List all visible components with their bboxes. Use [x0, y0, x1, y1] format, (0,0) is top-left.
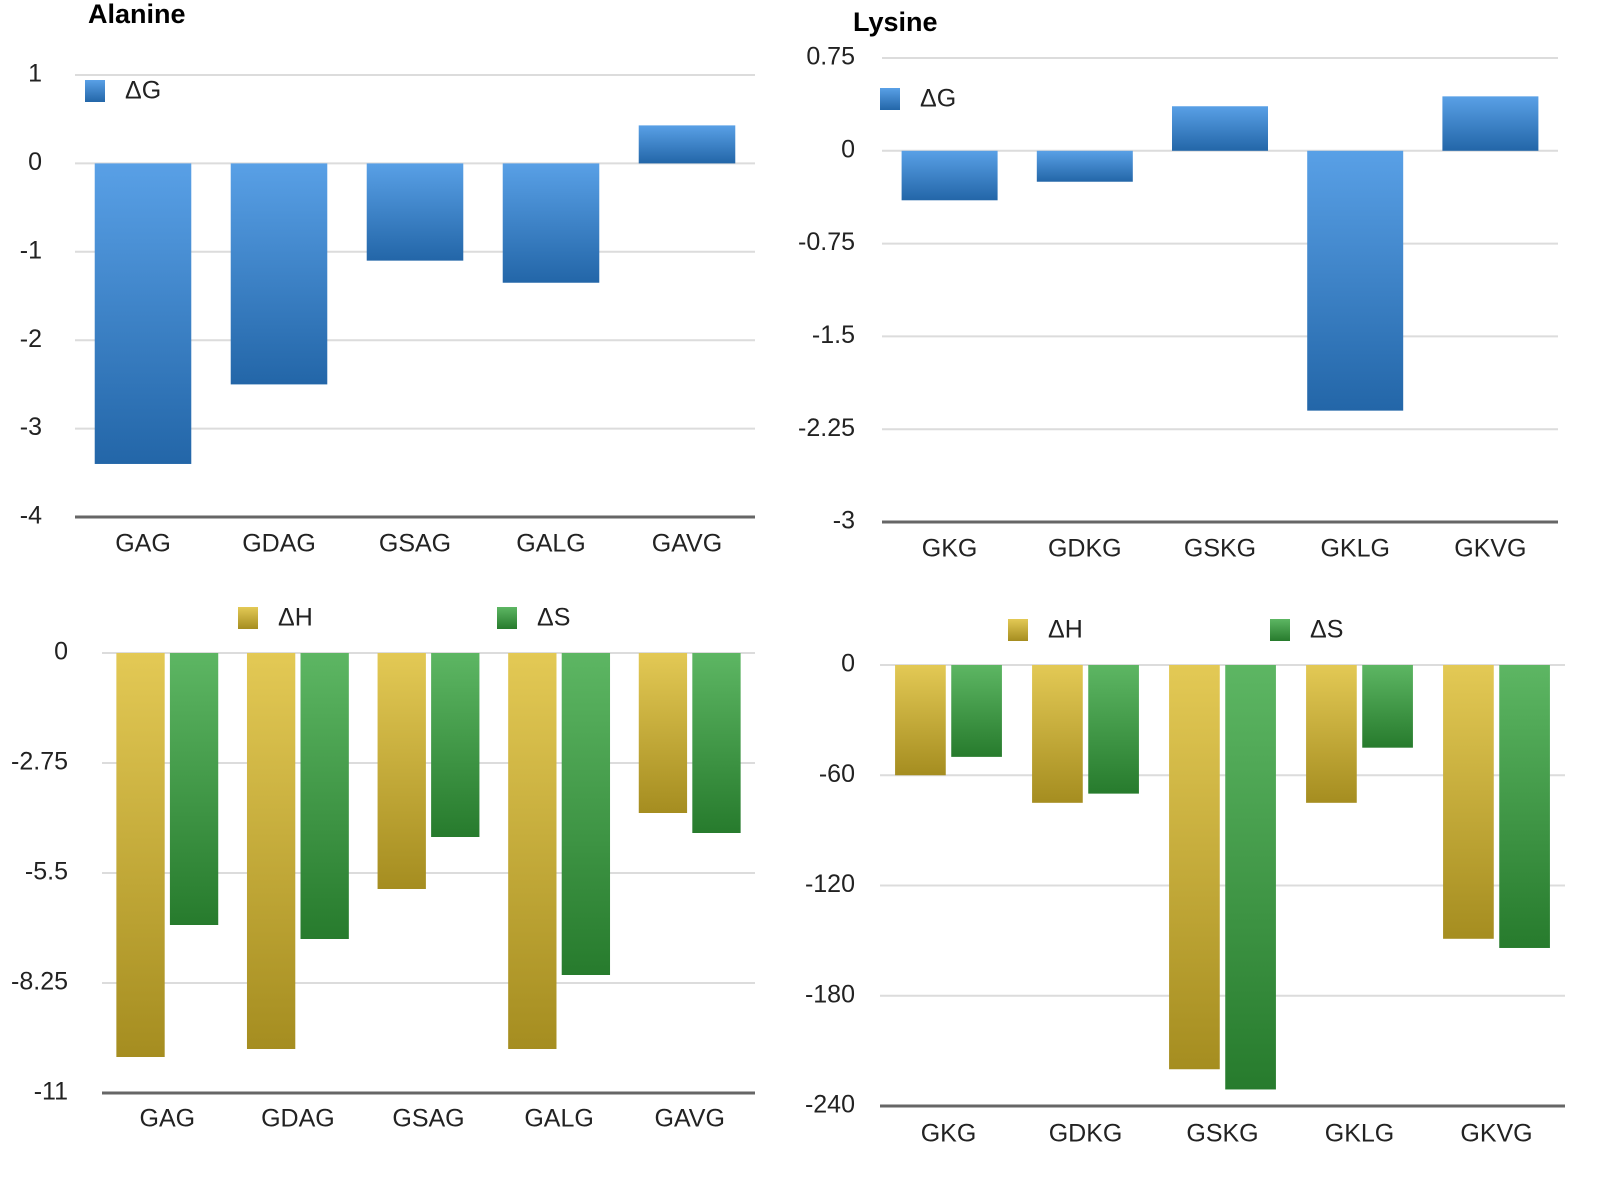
bar	[1499, 665, 1550, 948]
y-tick-label: -0.75	[798, 228, 855, 256]
x-tick-label: GDKG	[1048, 535, 1122, 563]
y-tick-label: 0.75	[806, 43, 855, 71]
x-tick-label: GKLG	[1325, 1120, 1394, 1148]
y-tick-label: -8.25	[11, 968, 68, 996]
legend-swatch	[238, 607, 258, 629]
legend-swatch	[1008, 619, 1028, 641]
bar	[1306, 665, 1357, 803]
legend-swatch	[497, 607, 517, 629]
x-tick-label: GKLG	[1320, 535, 1389, 563]
y-tick-label: -60	[819, 760, 855, 788]
x-tick-label: GSKG	[1184, 535, 1256, 563]
bar	[94, 163, 192, 464]
x-tick-label: GDAG	[242, 530, 316, 558]
bar	[951, 665, 1002, 757]
bar	[300, 653, 349, 939]
bar	[230, 163, 328, 385]
y-tick-label: -11	[34, 1078, 68, 1106]
x-tick-label: GSAG	[379, 530, 451, 558]
bar	[1362, 665, 1413, 748]
legend-label: ΔS	[1310, 616, 1343, 644]
bar	[638, 653, 688, 813]
x-tick-label: GSKG	[1186, 1120, 1258, 1148]
y-tick-label: -3	[20, 413, 42, 441]
y-tick-label: 0	[28, 148, 42, 176]
y-tick-label: -180	[805, 980, 855, 1008]
x-tick-label: GDKG	[1049, 1120, 1123, 1148]
legend-swatch	[1270, 619, 1290, 641]
legend-swatch	[85, 80, 105, 102]
bar	[561, 653, 611, 975]
x-tick-label: GKG	[921, 1120, 977, 1148]
legend-label: ΔS	[537, 604, 570, 632]
bar	[1172, 106, 1268, 151]
x-tick-label: GAVG	[652, 530, 722, 558]
y-tick-label: 0	[54, 638, 68, 666]
x-tick-label: GSAG	[392, 1105, 464, 1133]
x-tick-label: GALG	[516, 530, 585, 558]
y-tick-label: 0	[841, 650, 855, 678]
bar	[1088, 665, 1139, 794]
bar	[1443, 665, 1494, 939]
bar	[1442, 96, 1539, 151]
y-tick-label: -3	[833, 507, 855, 535]
legend-label: ΔH	[1048, 616, 1083, 644]
y-tick-label: 1	[28, 60, 42, 88]
y-tick-label: 0	[841, 135, 855, 163]
bar	[692, 653, 741, 833]
y-tick-label: -120	[805, 870, 855, 898]
x-tick-label: GAG	[115, 530, 171, 558]
y-tick-label: -4	[20, 502, 42, 530]
bar	[1169, 665, 1220, 1070]
bar	[638, 125, 736, 164]
bar	[508, 653, 557, 1049]
chart-title: Lysine	[853, 7, 938, 37]
x-tick-label: GAVG	[655, 1105, 725, 1133]
bar	[1036, 150, 1133, 182]
chart-title: Alanine	[88, 0, 186, 29]
bar	[377, 653, 426, 889]
y-tick-label: -2	[20, 325, 42, 353]
bar	[246, 653, 296, 1049]
y-tick-label: -2.75	[11, 748, 68, 776]
y-tick-label: -1.5	[812, 321, 855, 349]
legend-swatch	[880, 88, 900, 110]
y-tick-label: -2.25	[798, 414, 855, 442]
x-tick-label: GAG	[140, 1105, 196, 1133]
x-tick-label: GDAG	[261, 1105, 335, 1133]
legend-label: ΔH	[278, 604, 313, 632]
y-tick-label: -5.5	[25, 858, 68, 886]
y-tick-label: -240	[805, 1091, 855, 1119]
legend-label: ΔG	[920, 85, 956, 113]
x-tick-label: GKVG	[1460, 1120, 1532, 1148]
x-tick-label: GKVG	[1454, 535, 1526, 563]
x-tick-label: GALG	[524, 1105, 593, 1133]
bar	[895, 665, 946, 776]
bar	[116, 653, 165, 1057]
bar	[366, 163, 464, 261]
bar	[901, 150, 998, 201]
bar	[1307, 150, 1404, 411]
bar	[502, 163, 600, 283]
x-tick-label: GKG	[922, 535, 978, 563]
bar	[1225, 665, 1276, 1090]
legend-label: ΔG	[125, 77, 161, 105]
bar	[1032, 665, 1083, 803]
bar	[431, 653, 480, 837]
bar	[169, 653, 219, 925]
y-tick-label: -1	[20, 236, 42, 264]
